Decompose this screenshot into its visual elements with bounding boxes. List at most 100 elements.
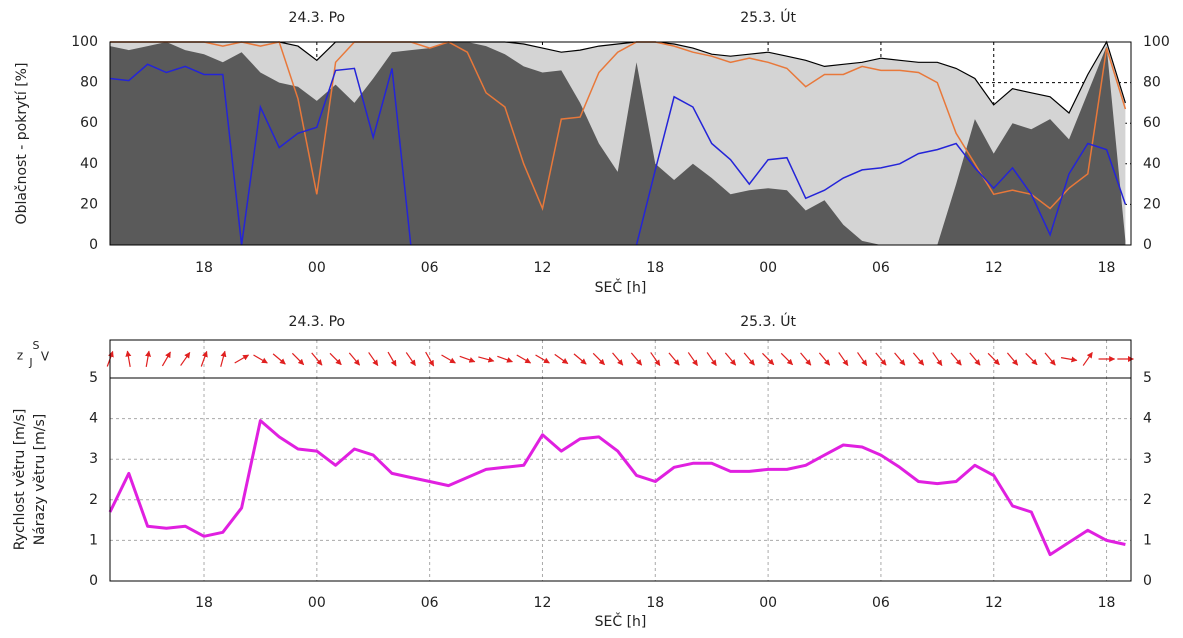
y2-tick-label: 100	[1143, 34, 1170, 50]
y-tick-label: 20	[80, 196, 98, 212]
y2-tick-label: 20	[1143, 196, 1161, 212]
compass-label: V	[41, 350, 50, 364]
x-tick-label: 12	[985, 595, 1003, 611]
wind-arrow	[161, 351, 171, 367]
wind-arrow	[425, 351, 435, 367]
wind-arrow	[459, 355, 476, 363]
wind-arrow	[573, 353, 587, 365]
x-tick-label: 12	[985, 260, 1003, 276]
compass-label: S	[33, 339, 40, 352]
wind-arrow	[441, 354, 456, 364]
wind-arrow	[762, 352, 775, 366]
y-tick-label: 80	[80, 75, 98, 91]
wind-arrow	[368, 352, 379, 367]
day-label: 25.3. Út	[740, 8, 796, 26]
wind-arrow	[478, 356, 495, 363]
wind-arrow	[1082, 351, 1093, 366]
wind-arrow	[234, 354, 250, 364]
x-tick-label: 18	[195, 595, 213, 611]
wind-arrow	[894, 352, 906, 366]
wind-arrow	[220, 350, 227, 367]
wind-arrow	[612, 352, 624, 366]
wind-arrow	[1044, 352, 1056, 366]
wind-arrow	[311, 352, 323, 366]
wind-arrow	[1025, 352, 1038, 366]
wind-arrow	[987, 352, 1000, 366]
wind-arrow	[387, 351, 397, 367]
day-label: 24.3. Po	[289, 314, 346, 330]
wind-arrow	[1006, 352, 1019, 366]
wind-arrow	[348, 352, 361, 366]
x-tick-label: 18	[195, 260, 213, 276]
wind-arrow	[180, 351, 191, 366]
x-tick-label: 06	[872, 260, 890, 276]
y-tick-label: 40	[80, 156, 98, 172]
x-tick-label: 06	[872, 595, 890, 611]
wind-arrow	[630, 352, 643, 366]
y2-tick-label: 0	[1143, 573, 1152, 589]
x-tick-label: 00	[759, 595, 777, 611]
wind-arrow	[838, 352, 849, 367]
wind-arrow	[145, 350, 152, 367]
y-axis-label: Rychlost větru [m/s]	[12, 409, 28, 551]
day-label: 24.3. Po	[289, 10, 346, 26]
y2-tick-label: 1	[1143, 532, 1152, 548]
wind-arrow	[592, 352, 605, 366]
wind-arrow	[405, 352, 416, 367]
plot-frame	[109, 377, 1132, 582]
wind-arrow	[650, 352, 661, 367]
wind-arrow	[291, 352, 305, 366]
compass-label: J	[28, 356, 32, 369]
wind-arrow	[329, 352, 342, 366]
line	[109, 63, 1127, 246]
x-tick-label: 12	[534, 595, 552, 611]
x-tick-label: 18	[1098, 260, 1116, 276]
wind-arrow	[668, 352, 680, 366]
wind-arrow	[912, 352, 925, 366]
wind-arrow	[554, 353, 569, 365]
wind-arrow	[743, 352, 755, 366]
y2-tick-label: 5	[1143, 370, 1152, 386]
y2-tick-label: 40	[1143, 156, 1161, 172]
x-tick-label: 18	[1098, 595, 1116, 611]
wind-arrow	[516, 354, 532, 364]
wind-arrow	[724, 352, 737, 366]
wind-arrow	[272, 353, 286, 365]
wind-arrow	[535, 354, 550, 364]
y2-tick-label: 3	[1143, 451, 1152, 467]
wind-arrow	[875, 352, 887, 366]
x-tick-label: 00	[308, 260, 326, 276]
compass-label: z	[17, 349, 23, 363]
x-tick-label: 00	[759, 260, 777, 276]
x-tick-label: 00	[308, 595, 326, 611]
area	[110, 42, 1126, 245]
x-tick-label: 06	[421, 595, 439, 611]
y2-tick-label: 2	[1143, 492, 1152, 508]
wind-arrow	[687, 352, 698, 367]
y2-tick-label: 0	[1143, 237, 1152, 253]
wind-arrow	[932, 352, 943, 367]
y-tick-label: 1	[89, 532, 98, 548]
x-axis-label: SEČ [h]	[595, 612, 647, 630]
y-tick-label: 5	[89, 370, 98, 386]
wind-arrow	[200, 350, 208, 367]
y2-tick-label: 4	[1143, 411, 1152, 427]
x-tick-label: 12	[534, 260, 552, 276]
y-tick-label: 60	[80, 115, 98, 131]
y-axis-label: Nárazy větru [m/s]	[32, 414, 48, 546]
day-label: 25.3. Út	[740, 312, 796, 330]
y-tick-label: 0	[89, 237, 98, 253]
x-tick-label: 18	[646, 595, 664, 611]
y-tick-label: 4	[89, 411, 98, 427]
plot-frame	[109, 41, 1132, 246]
y-tick-label: 100	[71, 34, 98, 50]
line	[108, 419, 1126, 557]
wind-arrow	[497, 355, 513, 363]
wind-arrow	[969, 352, 981, 366]
wind-arrow	[780, 352, 793, 366]
y2-tick-label: 60	[1143, 115, 1161, 131]
wind-arrow	[706, 352, 717, 367]
wind-arrow	[800, 352, 812, 366]
wind-arrow	[818, 352, 831, 366]
